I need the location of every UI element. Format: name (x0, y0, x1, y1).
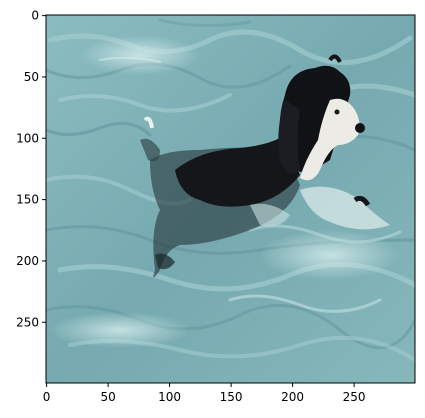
y-axis: 0 50 100 150 200 250 (16, 9, 46, 329)
water-glare (80, 35, 200, 75)
dog-face-white (300, 98, 360, 181)
dog-paw (353, 195, 371, 207)
y-tick-label: 50 (24, 70, 39, 84)
water-glare (50, 312, 190, 348)
x-axis: 0 50 100 150 200 250 (43, 383, 366, 404)
y-tick-label: 100 (16, 131, 39, 145)
x-tick-label: 150 (220, 390, 243, 404)
y-tick-label: 0 (31, 9, 39, 23)
dog-ear (278, 100, 300, 174)
y-tick-label: 200 (16, 254, 39, 268)
dog-eye (334, 109, 340, 115)
water-glare (260, 230, 400, 280)
x-tick-label: 250 (343, 390, 366, 404)
dog-nose (355, 123, 365, 133)
water-ripples (46, 18, 415, 362)
x-tick-label: 50 (100, 390, 115, 404)
splash (250, 203, 290, 227)
x-tick-label: 100 (158, 390, 181, 404)
dog-leg-submerged (155, 253, 175, 270)
x-tick-label: 200 (281, 390, 304, 404)
dog-ear-tuft (328, 54, 342, 63)
photo (46, 15, 415, 383)
splash (300, 186, 390, 230)
y-tick-label: 250 (16, 315, 39, 329)
x-tick-label: 0 (43, 390, 51, 404)
dog-tail (140, 138, 160, 162)
dog-back (175, 135, 300, 207)
axes-frame (45, 14, 416, 384)
tail-tip (143, 116, 154, 129)
y-tick-label: 150 (16, 193, 39, 207)
